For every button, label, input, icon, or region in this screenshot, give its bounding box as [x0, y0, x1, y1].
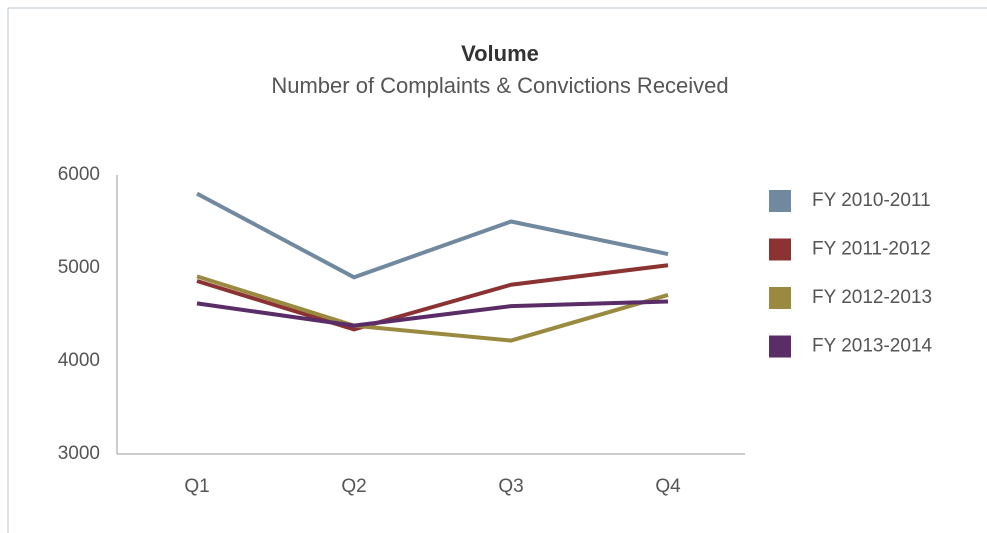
y-tick-label: 5000 [58, 257, 100, 278]
x-tick-label: Q4 [655, 476, 681, 497]
x-tick-label: Q3 [498, 476, 523, 497]
legend-label: FY 2012-2013 [812, 287, 932, 308]
series-line [196, 191, 669, 280]
series-line [196, 263, 669, 332]
legend-swatch [769, 335, 791, 358]
x-tick-label: Q2 [341, 476, 366, 497]
y-tick-label: 6000 [58, 164, 100, 185]
series-line [196, 274, 669, 343]
legend-label: FY 2010-2011 [812, 190, 931, 211]
legend-swatch [769, 287, 791, 309]
legend-label: FY 2011-2012 [812, 239, 931, 260]
legend-swatch [769, 190, 791, 212]
chart-title: Volume [461, 41, 539, 66]
series-line [196, 299, 669, 328]
chart-subtitle: Number of Complaints & Convictions Recei… [271, 73, 728, 98]
y-tick-label: 4000 [58, 350, 100, 371]
legend-swatch [769, 238, 791, 261]
legend-label: FY 2013-2014 [812, 336, 933, 357]
x-tick-label: Q1 [184, 476, 209, 497]
y-tick-label: 3000 [58, 443, 100, 464]
